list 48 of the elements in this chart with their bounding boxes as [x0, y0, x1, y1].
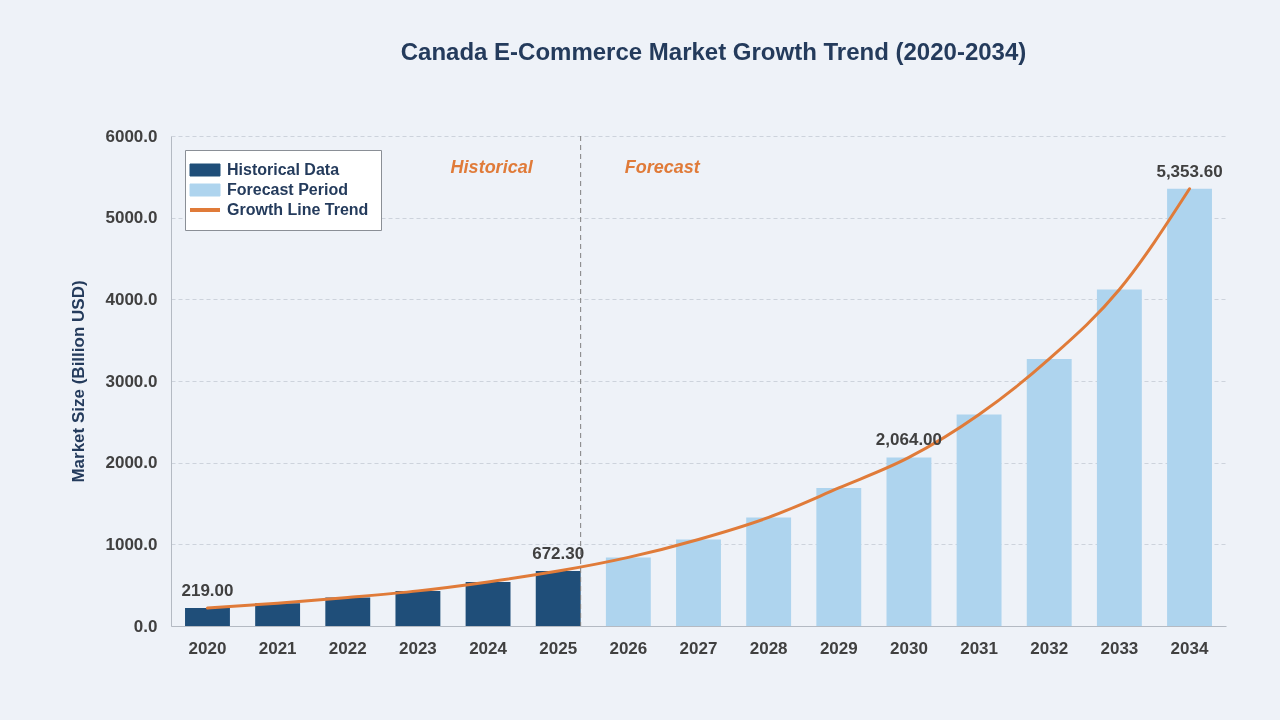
x-tick-label: 2028 — [749, 638, 788, 658]
x-tick-label: 2034 — [1170, 638, 1209, 658]
x-tick-label: 2032 — [1030, 638, 1069, 658]
bar — [1026, 358, 1072, 626]
annotation: Forecast — [624, 157, 701, 177]
bar — [395, 590, 441, 626]
bar — [886, 457, 932, 626]
y-tick-label: 3000.0 — [105, 371, 158, 391]
chart-title: Canada E-Commerce Market Growth Trend (2020-2034) — [400, 38, 1027, 65]
bar — [956, 414, 1002, 626]
legend-label: Growth Line Trend — [227, 201, 369, 218]
bar — [185, 608, 230, 626]
x-tick-label: 2033 — [1100, 638, 1139, 658]
data-label: 672.30 — [532, 544, 585, 564]
data-label: 2,064.00 — [875, 430, 943, 450]
x-tick-label: 2020 — [188, 638, 227, 658]
x-tick-label: 2024 — [469, 638, 508, 658]
bar — [1167, 188, 1212, 626]
bar — [325, 597, 371, 626]
x-tick-label: 2029 — [819, 638, 858, 658]
annotation: Historical — [450, 157, 534, 177]
x-tick-label: 2022 — [328, 638, 367, 658]
bar — [1096, 289, 1142, 626]
y-tick-label: 1000.0 — [105, 534, 158, 554]
x-tick-label: 2023 — [399, 638, 437, 658]
bar — [816, 487, 862, 626]
y-tick-label: 0.0 — [133, 616, 158, 636]
x-tick-label: 2026 — [609, 638, 648, 658]
y-tick-label: 4000.0 — [105, 289, 158, 309]
bar — [605, 557, 651, 626]
bar — [255, 603, 301, 626]
x-tick-label: 2030 — [890, 638, 928, 658]
bar — [746, 517, 792, 626]
x-tick-label: 2025 — [539, 638, 578, 658]
x-tick-label: 2031 — [960, 638, 998, 658]
y-tick-label: 2000.0 — [105, 453, 158, 473]
data-label: 5,353.60 — [1156, 161, 1223, 181]
y-axis-title: Market Size (Billion USD) — [68, 280, 88, 483]
bar — [676, 539, 721, 626]
y-tick-label: 5000.0 — [105, 208, 158, 228]
legend-label: Historical Data — [227, 161, 340, 178]
legend-label: Forecast Period — [227, 181, 348, 198]
x-tick-label: 2021 — [258, 638, 297, 658]
bar — [465, 581, 511, 626]
y-tick-label: 6000.0 — [105, 126, 158, 146]
data-label: 219.00 — [181, 581, 234, 601]
bar — [535, 571, 581, 626]
x-tick-label: 2027 — [679, 638, 718, 658]
